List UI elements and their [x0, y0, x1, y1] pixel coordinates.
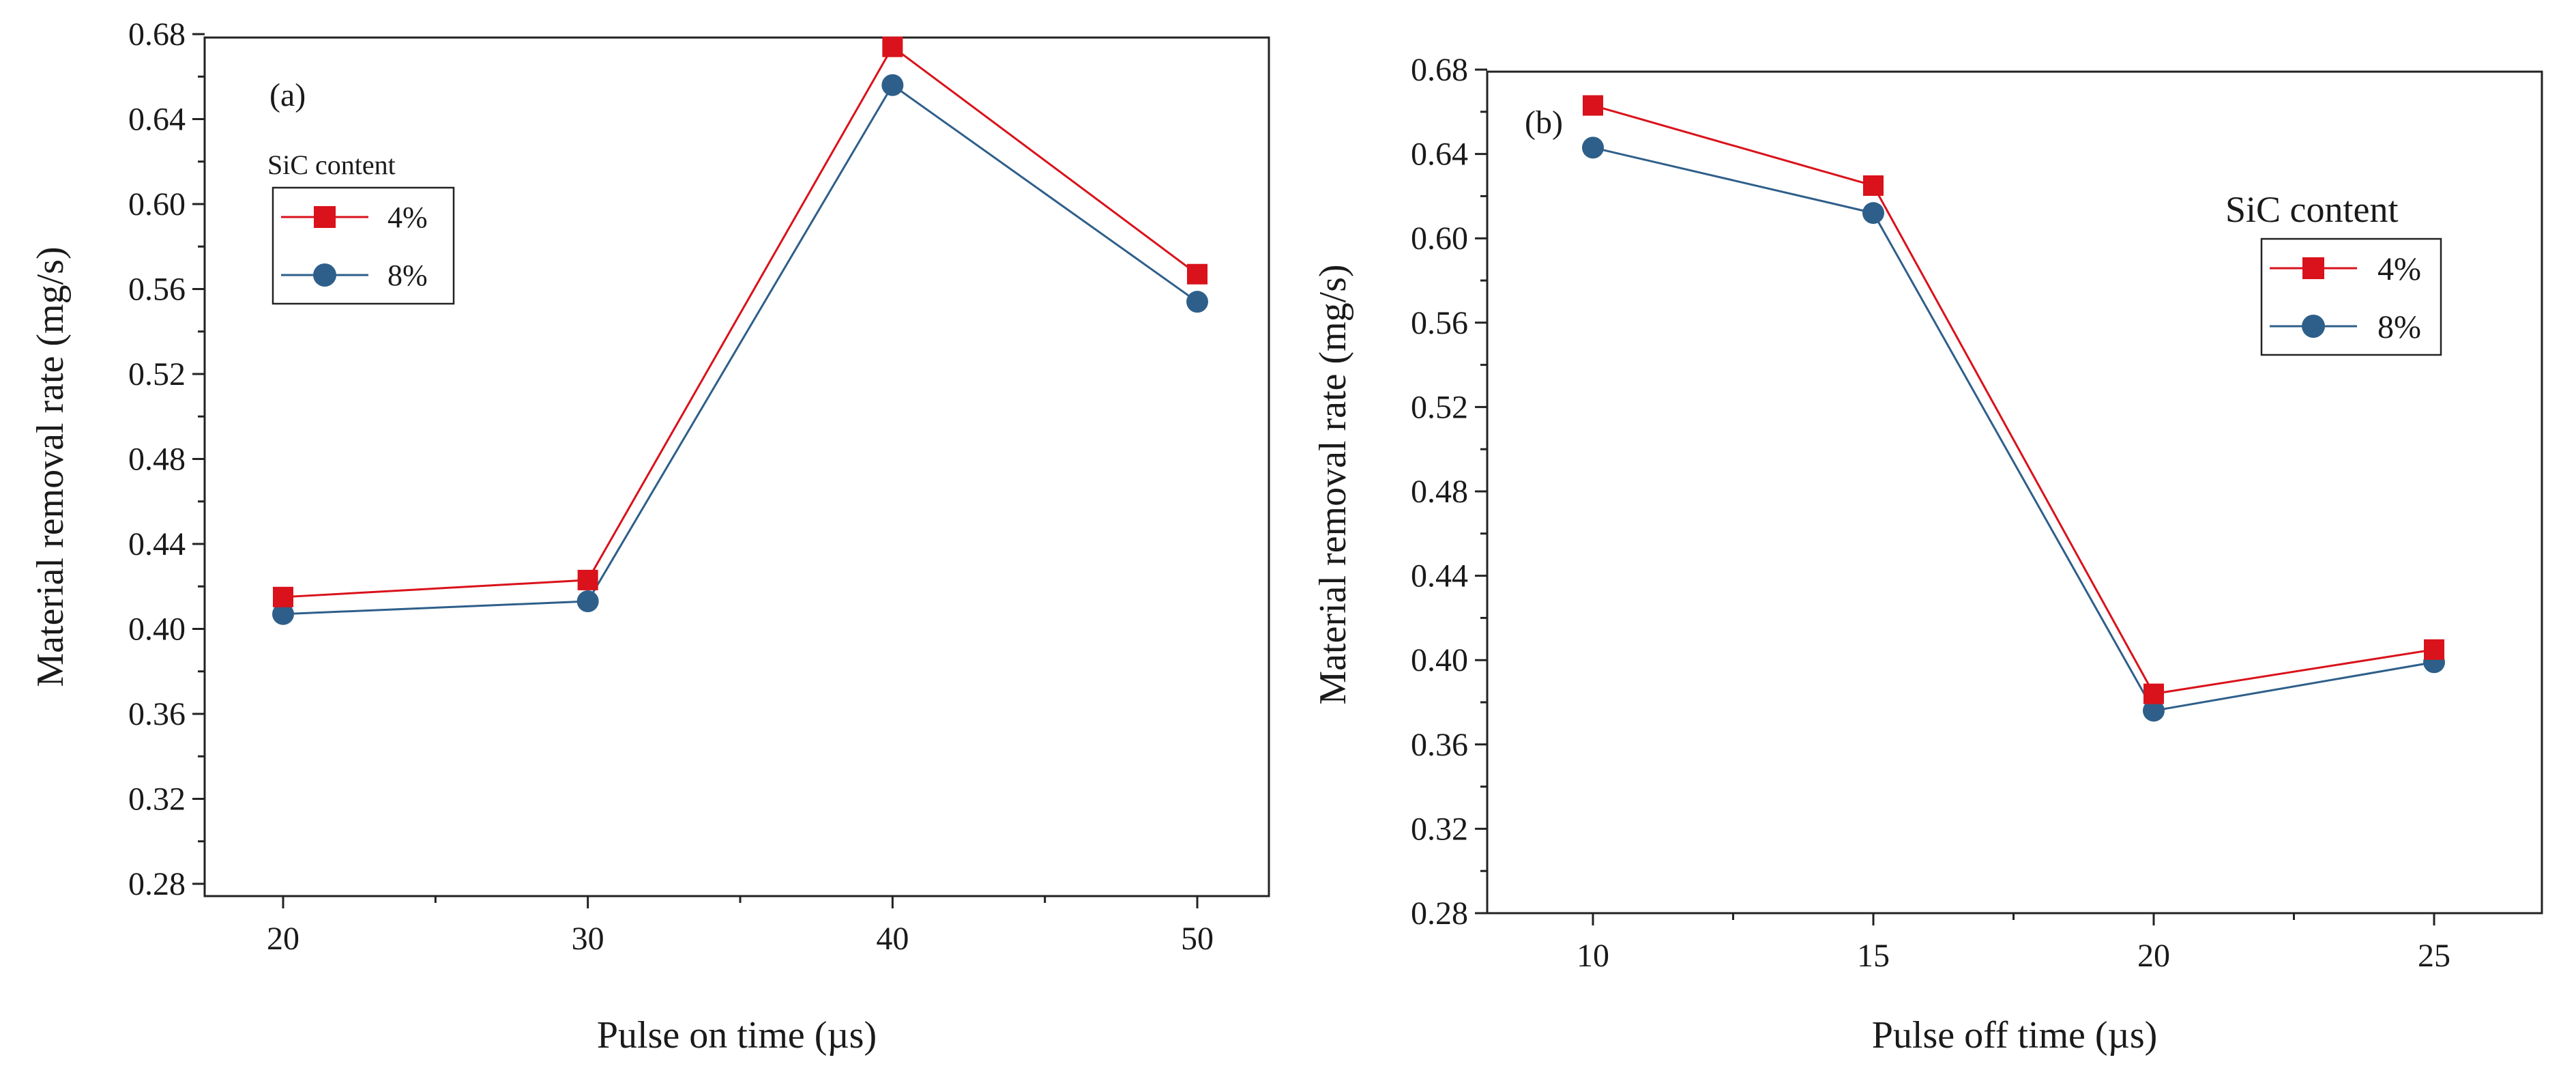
panel-a-ticks: 0.28 0.32 0.36 0.40 0.44 0.48 0.52 0.56 0.60 0.64… [128, 16, 1214, 957]
panel-b-point-4pct [2143, 683, 2164, 704]
panel-b-legend-label-8pct: 8% [2377, 309, 2421, 345]
panel-b-series-line-4pct [1592, 104, 2435, 695]
panel-a-x-tick-label: 50 [1181, 921, 1214, 957]
panel-a-label: (a) [269, 77, 306, 113]
panel-a-x-tick-label: 30 [572, 921, 604, 957]
panel-a-point-4pct [273, 586, 293, 607]
panel-a-y-tick-label: 0.52 [128, 356, 186, 392]
panel-b-point-8pct [1582, 136, 1604, 159]
panel-b-y-tick-label: 0.52 [1411, 389, 1468, 425]
panel-b-ticks: 0.28 0.32 0.36 0.40 0.44 0.48 0.52 0.56 0.60 0.64… [1411, 52, 2450, 974]
panel-b-point-8pct [1862, 202, 1884, 225]
panel-a-y-tick-label: 0.36 [128, 696, 186, 732]
panel-a-legend-marker-8pct [313, 263, 336, 287]
panel-a-y-tick-label: 0.68 [128, 16, 186, 53]
panel-b-x-tick-label: 25 [2418, 938, 2450, 974]
panel-a-legend-label-4pct: 4% [387, 201, 428, 234]
panel-a-y-tick-label: 0.60 [128, 186, 186, 222]
panel-a-point-4pct [577, 569, 598, 590]
panel-b-x-tick-label: 15 [1857, 938, 1890, 974]
panel-b-y-axis-title: Material removal rate (mg/s) [1312, 264, 1354, 704]
panel-a-y-tick-label: 0.44 [128, 526, 186, 562]
panel-b-series [1582, 95, 2445, 722]
panel-b-y-tick-label: 0.68 [1411, 52, 1468, 88]
panel-b-point-8pct [2143, 700, 2165, 722]
panel-a-point-8pct [1186, 291, 1208, 313]
panel-a-y-tick-label: 0.40 [128, 612, 186, 648]
panel-a-point-4pct [1187, 263, 1208, 285]
panel-b-y-tick-label: 0.40 [1411, 642, 1468, 678]
panel-a: 0.28 0.32 0.36 0.40 0.44 0.48 0.52 0.56 0.60 0.64… [29, 16, 1270, 1056]
panel-b-y-tick-label: 0.32 [1411, 811, 1468, 847]
panel-b-point-4pct [1583, 95, 1603, 116]
panel-a-plot-frame [203, 36, 1270, 897]
panel-a-point-8pct [881, 74, 904, 96]
panel-b-x-axis-title: Pulse off time (µs) [1872, 1014, 2158, 1056]
panel-a-series-line-4pct [282, 45, 1198, 599]
panel-a-legend: SiC content 4% 8% [267, 149, 455, 305]
panel-b-legend-marker-4pct [2302, 257, 2324, 279]
panel-b-legend-title: SiC content [2225, 189, 2399, 230]
panel-b-y-tick-label: 0.44 [1411, 558, 1468, 594]
panel-b-legend-marker-8pct [2302, 315, 2325, 338]
panel-a-x-tick-label: 40 [876, 921, 909, 957]
panel-b-y-tick-label: 0.60 [1411, 220, 1468, 257]
panel-b-y-tick-label: 0.56 [1411, 305, 1468, 341]
panel-a-series-line-8pct [282, 83, 1198, 616]
panel-b: 0.28 0.32 0.36 0.40 0.44 0.48 0.52 0.56 0.60 0.64… [1312, 52, 2543, 1056]
panel-b-point-4pct [1863, 175, 1884, 196]
panel-a-y-tick-label: 0.56 [128, 272, 186, 308]
panel-a-legend-label-8pct: 8% [387, 259, 428, 292]
panel-b-y-tick-label: 0.64 [1411, 136, 1468, 173]
panel-a-point-8pct [576, 590, 599, 613]
panel-b-y-tick-label: 0.36 [1411, 727, 1468, 763]
panel-a-point-4pct [882, 36, 903, 57]
panel-b-x-tick-label: 20 [2137, 938, 2170, 974]
panel-b-legend-box [2260, 238, 2442, 356]
panel-b-label: (b) [1525, 104, 1563, 141]
panel-a-y-tick-label: 0.48 [128, 442, 186, 478]
panel-a-y-tick-label: 0.28 [128, 866, 186, 902]
panel-a-legend-marker-4pct [314, 206, 336, 228]
panel-b-point-4pct [2424, 639, 2444, 660]
panel-a-series [272, 36, 1208, 625]
panel-a-y-tick-label: 0.32 [128, 781, 186, 818]
panel-b-x-tick-label: 10 [1577, 938, 1609, 974]
panel-b-legend: SiC content 4% 8% [2225, 189, 2442, 356]
panel-b-y-tick-label: 0.48 [1411, 474, 1468, 510]
panel-b-y-tick-label: 0.28 [1411, 895, 1468, 932]
panel-a-point-8pct [272, 603, 294, 625]
panel-a-y-tick-label: 0.64 [128, 102, 186, 138]
panel-a-legend-title: SiC content [267, 149, 396, 180]
panel-a-legend-box [272, 186, 455, 305]
panel-b-series-line-8pct [1592, 146, 2435, 713]
panel-b-legend-label-4pct: 4% [2377, 251, 2421, 287]
panel-a-y-axis-title: Material removal rate (mg/s) [29, 246, 72, 687]
panel-a-x-tick-label: 20 [267, 921, 299, 957]
panel-a-x-axis-title: Pulse on time (µs) [597, 1014, 877, 1056]
